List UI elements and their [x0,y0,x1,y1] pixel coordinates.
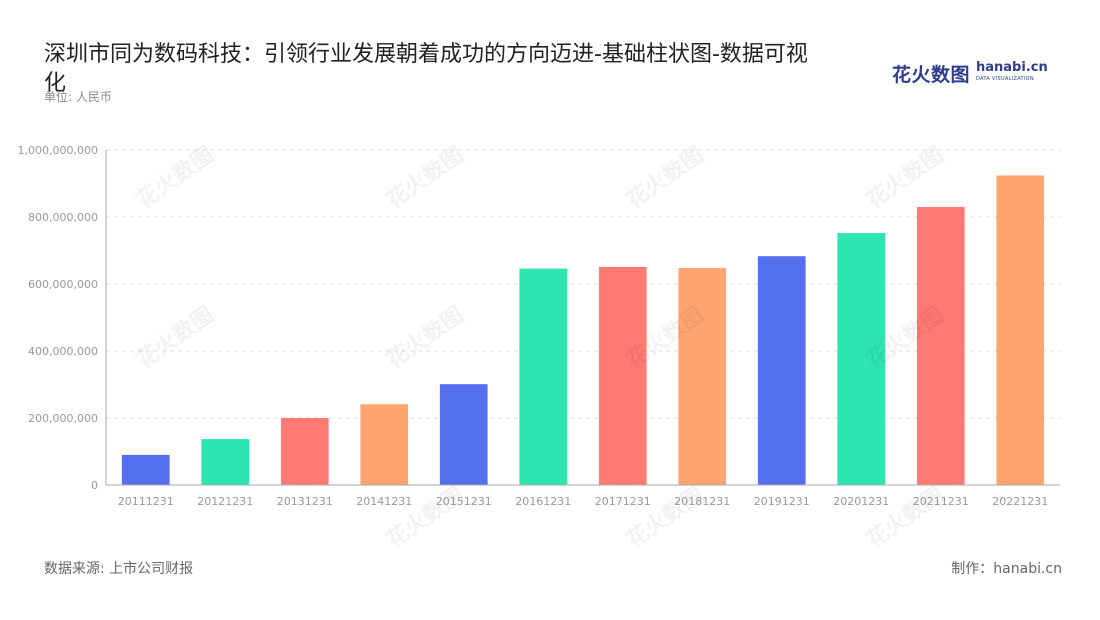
bar-20141231 [360,404,409,485]
tick-labels: 0 200,000,000 400,000,000 600,000,000 800,00… [18,144,1049,508]
x-tick-label: 20141231 [356,495,412,508]
bar-20201231 [837,233,886,485]
bar-20191231 [757,256,806,485]
bar-20211231 [916,206,965,485]
y-tick-label: 400,000,000 [28,345,98,358]
bar-20171231 [598,266,647,485]
bar-20161231 [519,268,568,485]
x-tick-label: 20181231 [674,495,730,508]
logo-english-text: hanabi.cn [976,60,1048,75]
bar-20151231 [439,384,488,485]
logo-subtitle-text: DATA VISUALIZATION [976,76,1034,82]
brand-logo: 花火数图 hanabi.cn DATA VISUALIZATION [892,58,1048,90]
x-tick-label: 20211231 [913,495,969,508]
logo-chinese-text: 花火数图 [892,64,971,86]
bar-20181231 [678,267,727,485]
chart-title: 深圳市同为数码科技：引领行业发展朝着成功的方向迈进-基础柱状图-数据可视化 [44,42,808,96]
grid-lines [106,149,1060,419]
unit-label: 单位: 人民币 [44,90,112,104]
credit-text: 制作：hanabi.cn [951,561,1062,577]
axes [105,150,1060,486]
y-tick-label: 0 [91,479,98,492]
y-tick-label: 600,000,000 [28,278,98,291]
x-tick-label: 20161231 [515,495,571,508]
bar-20131231 [280,418,329,485]
x-tick-label: 20131231 [277,495,333,508]
bar-20111231 [121,454,170,485]
bar-20221231 [996,175,1045,485]
x-tick-label: 20151231 [436,495,492,508]
x-tick-label: 20111231 [118,495,174,508]
bar-20121231 [201,439,250,485]
y-tick-label: 200,000,000 [28,412,98,425]
bars [121,175,1045,485]
y-tick-label: 800,000,000 [28,211,98,224]
x-tick-label: 20121231 [197,495,253,508]
x-tick-label: 20171231 [595,495,651,508]
x-tick-label: 20201231 [833,495,889,508]
x-tick-label: 20221231 [992,495,1048,508]
x-tick-label: 20191231 [754,495,810,508]
data-source: 数据来源: 上市公司财报 [44,561,194,577]
y-tick-label: 1,000,000,000 [18,144,98,157]
